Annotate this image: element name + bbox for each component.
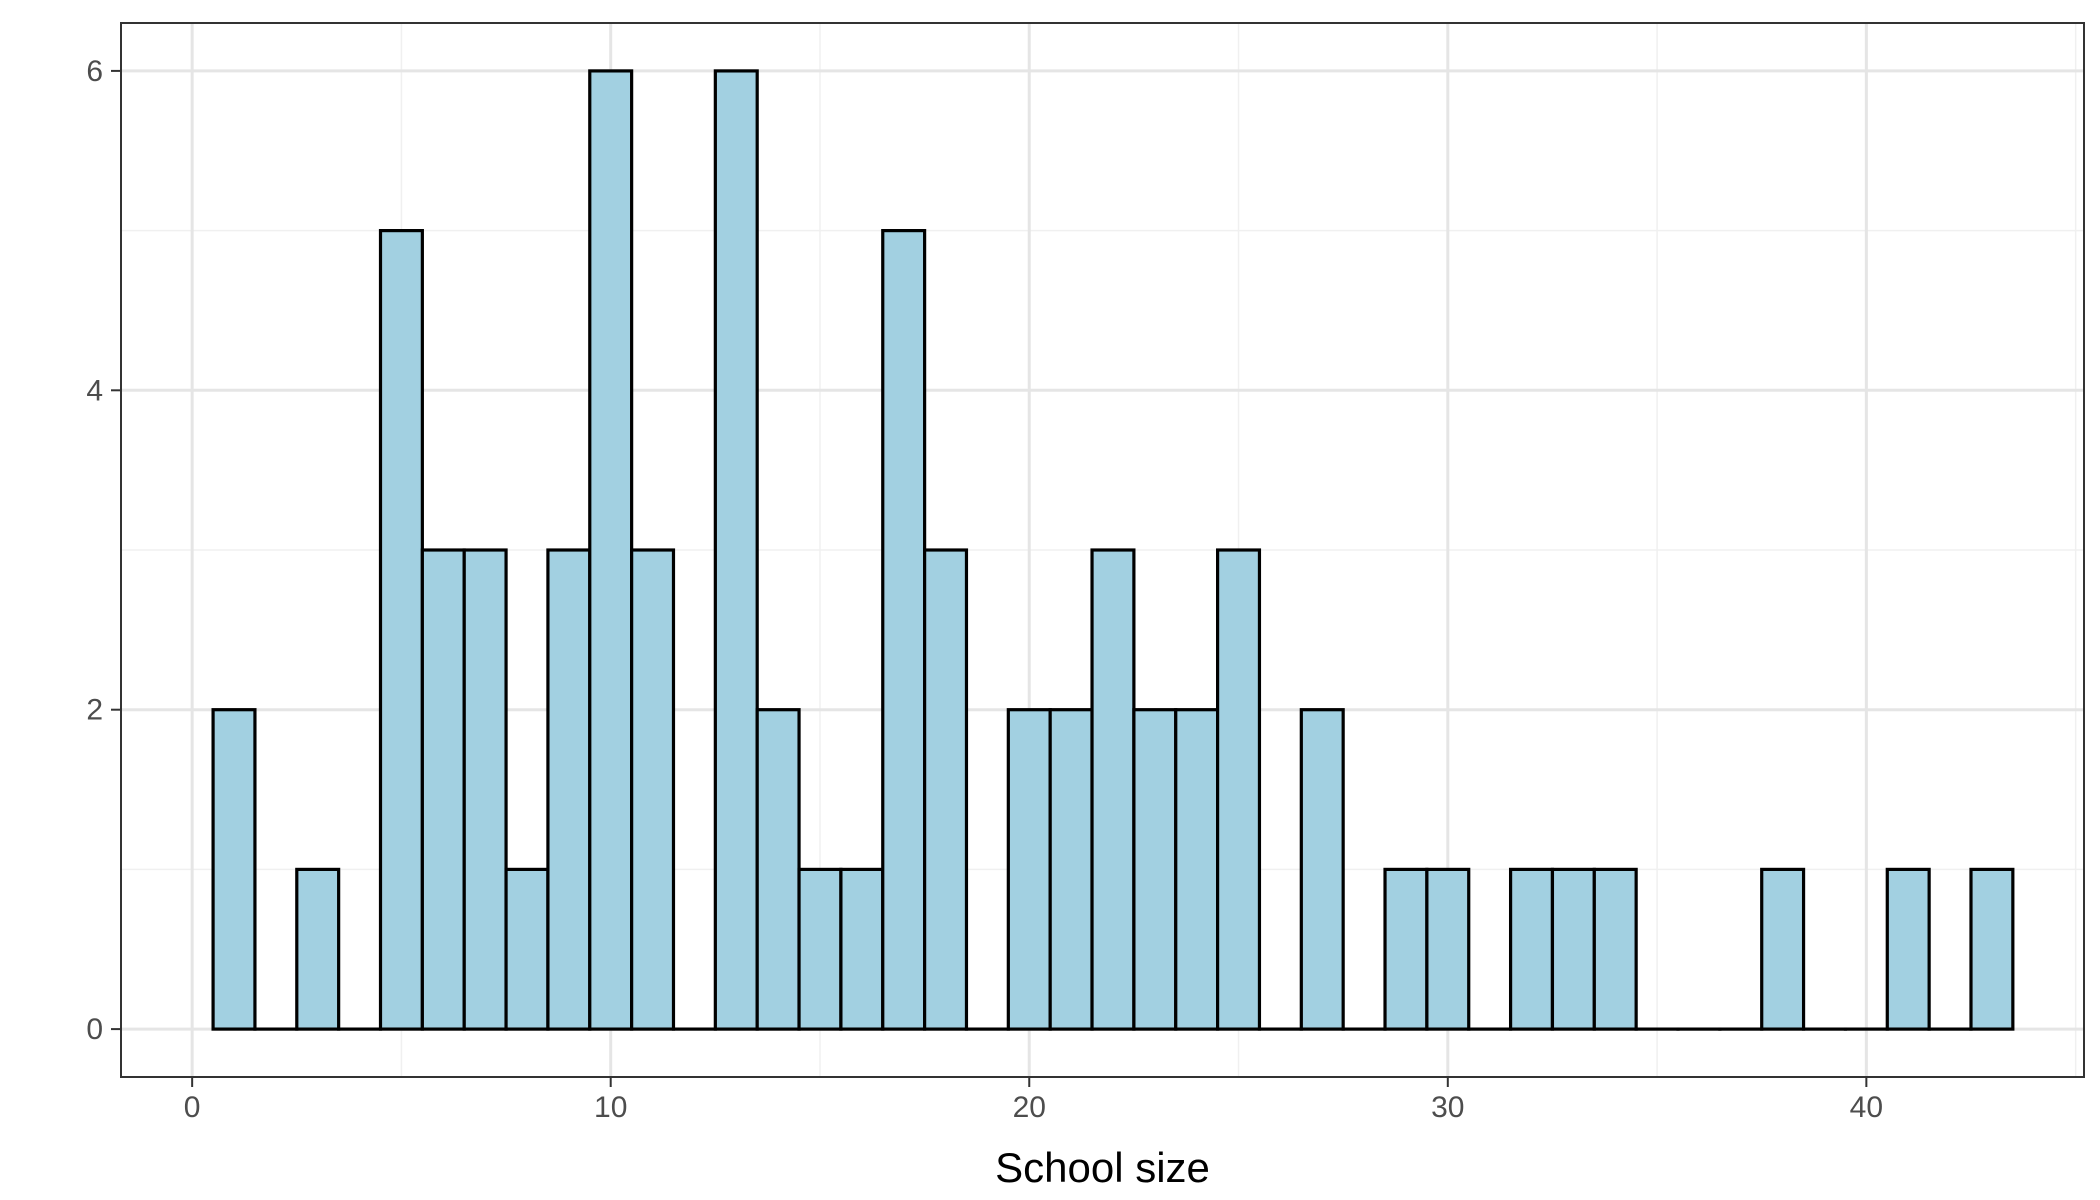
x-axis-title: School size bbox=[995, 1144, 1210, 1191]
histogram-bar bbox=[588, 69, 634, 1031]
histogram-bar bbox=[1508, 867, 1555, 1031]
bars bbox=[211, 69, 2015, 1031]
histogram-bar bbox=[1299, 708, 1345, 1031]
histogram-bar bbox=[1760, 867, 1806, 1031]
histogram-bar bbox=[295, 867, 341, 1031]
histogram-bar bbox=[1550, 867, 1596, 1031]
histogram-bar bbox=[211, 708, 257, 1031]
histogram-bar bbox=[1048, 708, 1094, 1031]
x-tick-label: 10 bbox=[594, 1091, 627, 1124]
y-tick-label: 4 bbox=[86, 374, 103, 407]
histogram-bar bbox=[1216, 548, 1262, 1031]
histogram-bar bbox=[713, 69, 759, 1031]
histogram-bar bbox=[1885, 867, 1931, 1031]
y-tick-label: 6 bbox=[86, 55, 103, 88]
x-tick-label: 20 bbox=[1013, 1091, 1046, 1124]
histogram-bar bbox=[378, 229, 424, 1031]
y-tick-label: 0 bbox=[86, 1013, 103, 1046]
histogram-bar bbox=[1174, 708, 1220, 1031]
y-tick-label: 2 bbox=[86, 694, 103, 727]
histogram-bar bbox=[923, 548, 969, 1031]
x-tick-label: 40 bbox=[1850, 1091, 1883, 1124]
panel-border bbox=[120, 22, 2085, 1078]
histogram-bar bbox=[1006, 708, 1052, 1031]
axis-ticks bbox=[111, 69, 1868, 1087]
histogram-bar bbox=[881, 229, 927, 1031]
histogram-bar bbox=[630, 548, 676, 1031]
histogram-bar bbox=[1132, 708, 1178, 1031]
histogram-bar bbox=[1969, 867, 2015, 1031]
y-tick-labels: 0 2 4 6 bbox=[86, 55, 103, 1046]
histogram-bar bbox=[839, 867, 885, 1031]
x-tick-label: 30 bbox=[1431, 1091, 1464, 1124]
histogram-bar bbox=[1592, 867, 1638, 1031]
histogram-bar bbox=[504, 867, 550, 1031]
histogram-bar bbox=[755, 708, 801, 1031]
histogram-bar bbox=[1090, 548, 1136, 1031]
histogram-bar bbox=[1383, 867, 1429, 1031]
x-tick-label: 0 bbox=[184, 1091, 201, 1124]
histogram-bar bbox=[462, 548, 508, 1031]
histogram-bar bbox=[420, 548, 466, 1031]
histogram-bar bbox=[1425, 867, 1471, 1031]
histogram-bar bbox=[546, 548, 592, 1031]
x-tick-labels: 0 10 20 30 40 bbox=[184, 1091, 1883, 1124]
histogram-bar bbox=[797, 867, 843, 1031]
